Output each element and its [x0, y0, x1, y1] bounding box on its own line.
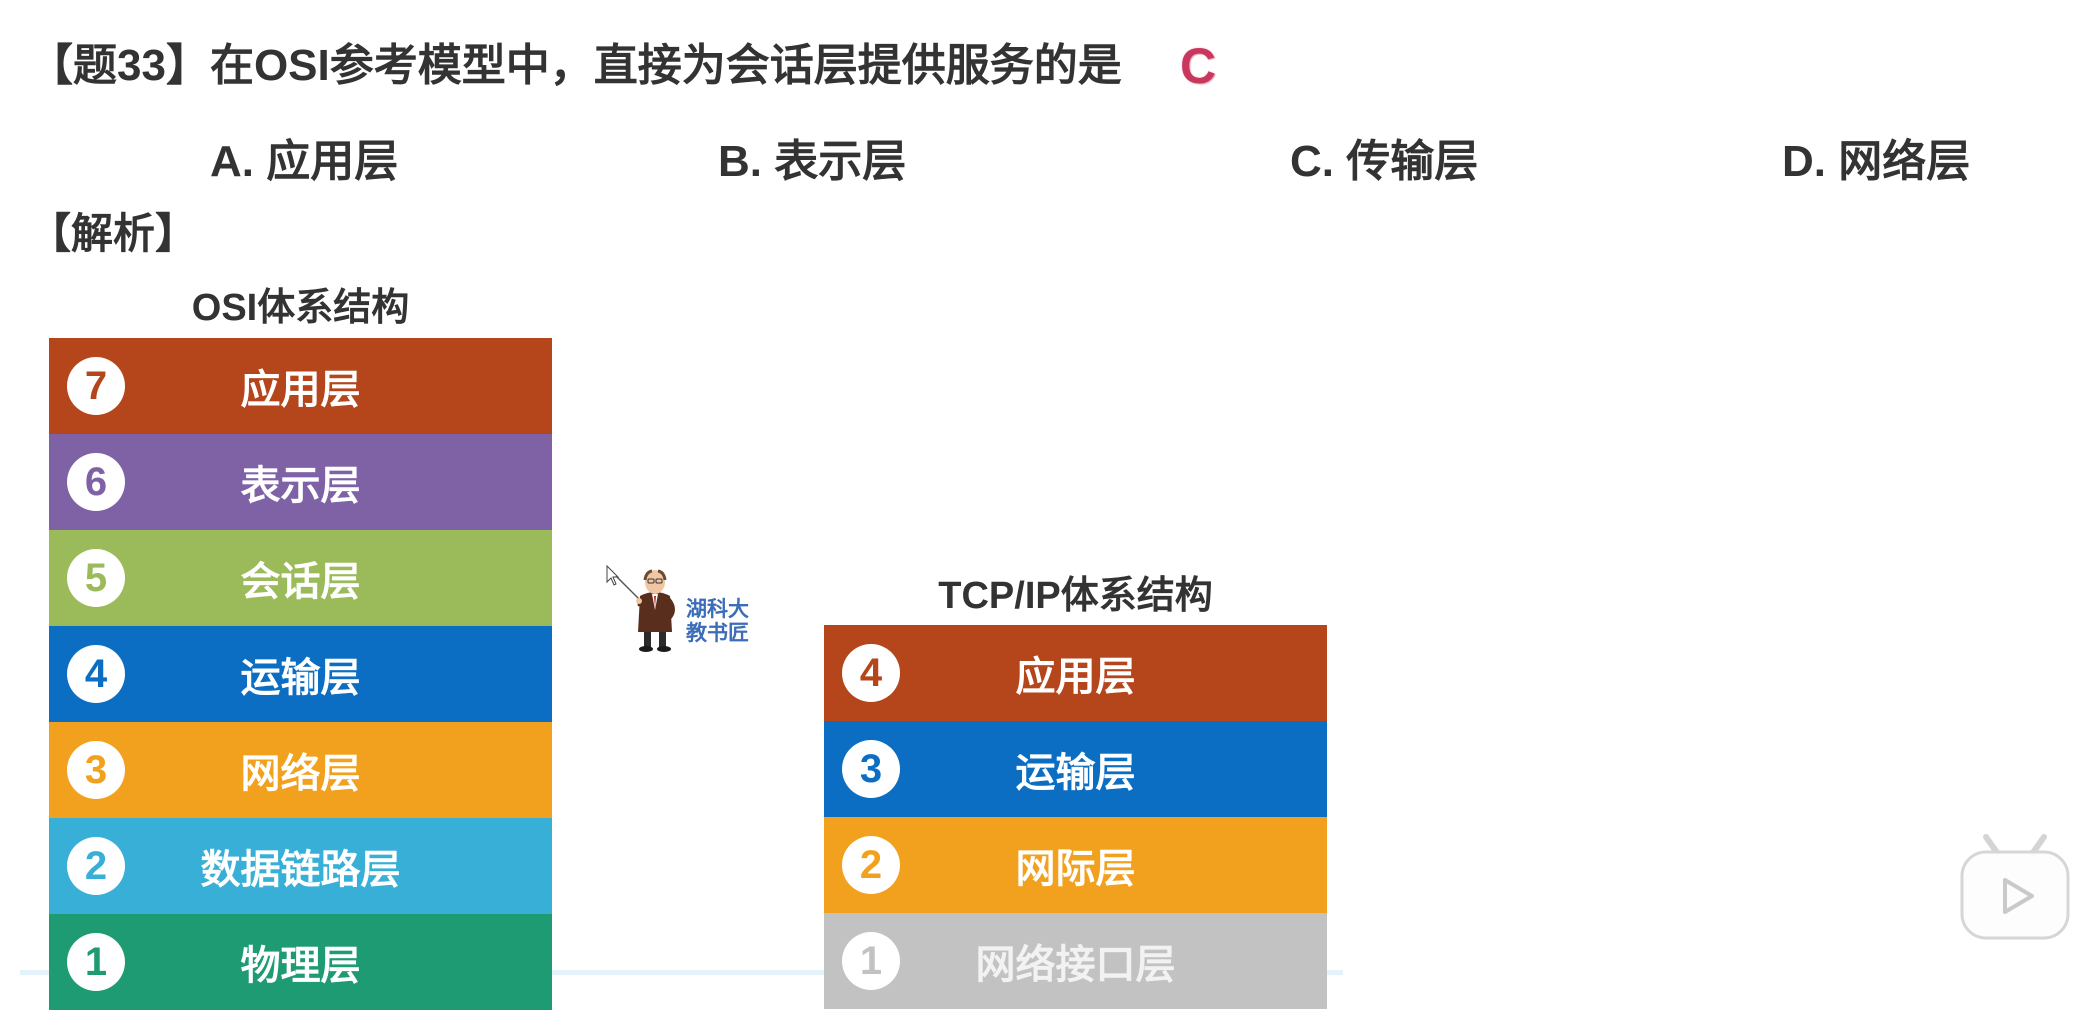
question-title: 【题33】在OSI参考模型中，直接为会话层提供服务的是 [29, 41, 1122, 90]
layer-name: 网际层 [1015, 847, 1136, 891]
osi-layer-3: 3 网络层 [49, 722, 552, 818]
layer-name: 运输层 [1015, 751, 1136, 795]
tcpip-layer-2: 2 网际层 [824, 817, 1327, 913]
layer-number-badge: 1 [67, 933, 125, 991]
layer-name: 数据链路层 [200, 848, 401, 892]
option-b: B. 表示层 [718, 137, 907, 186]
option-a: A. 应用层 [210, 137, 399, 186]
layer-name: 网络接口层 [975, 943, 1176, 987]
option-c: C. 传输层 [1290, 137, 1479, 186]
mascot-text-line2: 教书匠 [686, 622, 749, 645]
layer-number-badge: 2 [67, 837, 125, 895]
layer-name: 应用层 [1015, 655, 1136, 699]
mascot-text-line1: 湖科大 [686, 598, 749, 621]
layer-number-badge: 4 [842, 644, 900, 702]
layer-number-badge: 5 [67, 549, 125, 607]
layer-number-badge: 2 [842, 836, 900, 894]
divider-line [20, 970, 1343, 975]
layer-name: 应用层 [240, 368, 361, 412]
analysis-label: 【解析】 [29, 210, 198, 257]
layer-name: 表示层 [240, 464, 361, 508]
tcpip-title: TCP/IP体系结构 [938, 575, 1213, 617]
osi-layer-4: 4 运输层 [49, 626, 552, 722]
osi-title: OSI体系结构 [191, 287, 410, 329]
tcpip-layer-3: 3 运输层 [824, 721, 1327, 817]
osi-layer-6: 6 表示层 [49, 434, 552, 530]
mascot-watermark: 湖科大 教书匠 [606, 562, 756, 657]
tcpip-layer-4: 4 应用层 [824, 625, 1327, 721]
osi-layer-5: 5 会话层 [49, 530, 552, 626]
layer-name: 网络层 [240, 752, 361, 796]
layer-number-badge: 6 [67, 453, 125, 511]
layer-number-badge: 1 [842, 932, 900, 990]
layer-number-badge: 3 [842, 740, 900, 798]
bilibili-play-icon [1960, 834, 2070, 940]
osi-layer-7: 7 应用层 [49, 338, 552, 434]
layer-number-badge: 7 [67, 357, 125, 415]
layer-name: 运输层 [240, 656, 361, 700]
layer-name: 物理层 [240, 944, 361, 988]
play-button[interactable] [1958, 828, 2072, 942]
answer-mark: C [1180, 38, 1217, 94]
layer-number-badge: 3 [67, 741, 125, 799]
layer-number-badge: 4 [67, 645, 125, 703]
osi-layer-2: 2 数据链路层 [49, 818, 552, 914]
layer-name: 会话层 [240, 560, 361, 604]
tcpip-stack: 4 应用层 3 运输层 2 网际层 1 网络接口层 [824, 625, 1327, 1009]
option-d: D. 网络层 [1782, 137, 1971, 186]
tcpip-layer-1: 1 网络接口层 [824, 913, 1327, 1009]
osi-layer-1: 1 物理层 [49, 914, 552, 1010]
osi-stack: 7 应用层 6 表示层 5 会话层 4 运输层 3 网络层 2 数据链路层 1 … [49, 338, 552, 1010]
teacher-figure-icon [606, 564, 675, 652]
